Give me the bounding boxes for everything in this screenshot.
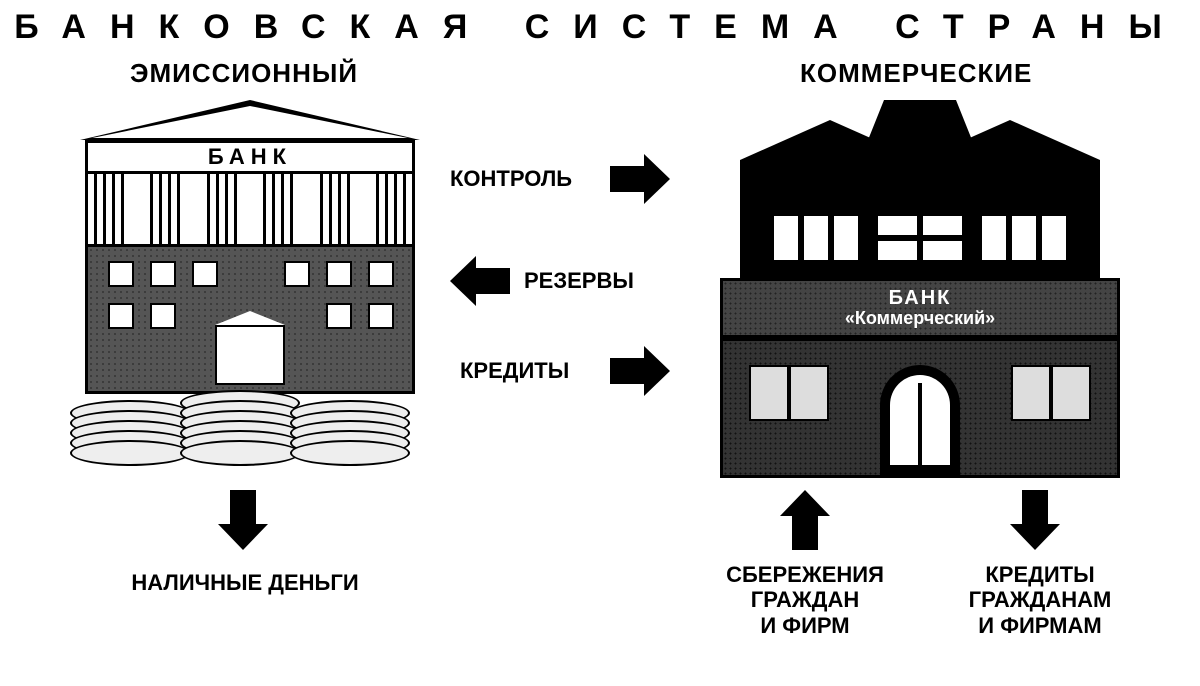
page-title: БАНКОВСКАЯ СИСТЕМА СТРАНЫ <box>0 8 1200 47</box>
arrow-down-icon <box>1010 490 1060 550</box>
arrow-right-icon <box>610 346 670 396</box>
commercial-bank-icon: БАНК «Коммерческий» <box>720 100 1120 470</box>
commercial-bank-sign: БАНК «Коммерческий» <box>720 278 1120 338</box>
emission-subtitle: ЭМИССИОННЫЙ <box>130 58 358 89</box>
arrow-left-icon <box>450 256 510 306</box>
commercial-subtitle: КОММЕРЧЕСКИЕ <box>800 58 1032 89</box>
flow-reserves-label: РЕЗЕРВЫ <box>524 268 634 294</box>
coins-icon <box>70 370 430 470</box>
arrow-right-icon <box>610 154 670 204</box>
sign-line1: БАНК <box>723 287 1117 309</box>
arrow-up-icon <box>780 490 830 550</box>
savings-label: СБЕРЕЖЕНИЯ ГРАЖДАН И ФИРМ <box>700 562 910 638</box>
arrow-down-icon <box>218 490 268 550</box>
sign-line2: «Коммерческий» <box>723 309 1117 329</box>
flow-control-label: КОНТРОЛЬ <box>450 166 572 192</box>
cash-label: НАЛИЧНЫЕ ДЕНЬГИ <box>90 570 400 595</box>
flow-credits-label: КРЕДИТЫ <box>460 358 569 384</box>
emission-bank-label: БАНК <box>85 140 415 174</box>
credits-label: КРЕДИТЫ ГРАЖДАНАМ И ФИРМАМ <box>930 562 1150 638</box>
